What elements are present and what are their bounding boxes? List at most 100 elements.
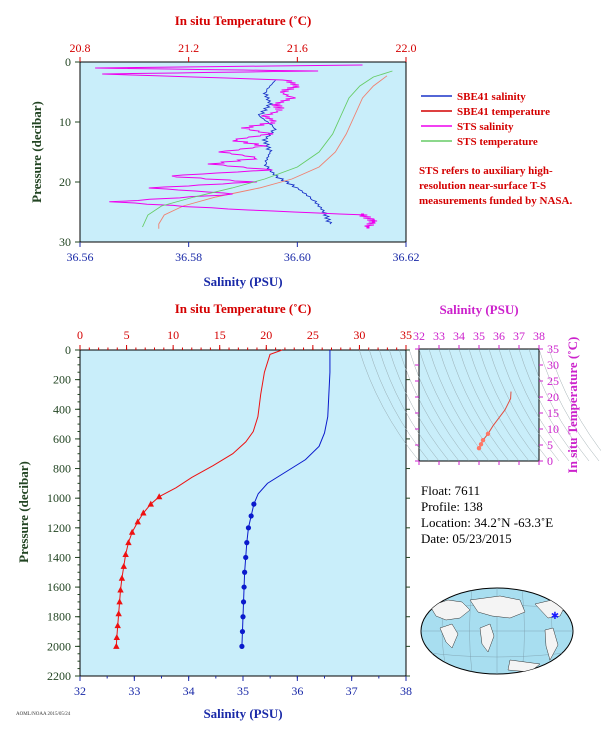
world-map: ✱: [420, 587, 574, 675]
bottom-pressure-axis-title: Pressure (decibar): [16, 461, 31, 563]
bottom-axes-group: 32 33 34 35 36 37 38 0 5 10 15 20 25 30 35 0 200 400 600 80…: [47, 328, 412, 698]
temperature-marker: [147, 500, 154, 507]
density-isoline: [528, 348, 590, 462]
bottom-sal-tick-label: 35: [237, 684, 249, 698]
density-isoline: [368, 348, 430, 462]
bottom-sal-tick-label: 33: [128, 684, 140, 698]
ts-point: [476, 446, 482, 451]
density-isoline: [358, 348, 420, 462]
bottom-temp-tick-label: 5: [124, 328, 130, 342]
ts-temp-axis-title: In situ Temperature (˚C): [565, 337, 580, 474]
temperature-marker: [113, 633, 120, 640]
profile-date: Date: 05/23/2015: [421, 531, 512, 546]
density-isoline: [408, 348, 470, 462]
top-sal-tick-label: 36.60: [284, 250, 311, 264]
bottom-pressure-tick-label: 800: [53, 462, 71, 476]
bottom-pressure-tick-label: 1600: [47, 580, 71, 594]
ts-temp-tick-label: 0: [547, 454, 553, 468]
bottom-temp-tick-label: 10: [167, 328, 179, 342]
salinity-marker: [240, 614, 246, 620]
top-temp-tick-label: 20.8: [70, 41, 91, 55]
ts-temp-tick-label: 15: [547, 406, 559, 420]
bottom-temp-tick-label: 35: [400, 328, 412, 342]
top-pressure-tick-label: 10: [59, 115, 71, 129]
ts-series-group: [476, 391, 512, 451]
density-isoline: [478, 348, 540, 462]
density-isoline: [538, 348, 600, 462]
top-sal-axis-title: Salinity (PSU): [203, 274, 282, 289]
bottom-sal-tick-label: 38: [400, 684, 412, 698]
top-temp-axis-title: In situ Temperature (˚C): [175, 13, 312, 28]
top-temp-tick-label: 21.6: [287, 41, 308, 55]
density-isoline: [548, 348, 601, 452]
bottom-pressure-tick-label: 1000: [47, 491, 71, 505]
density-isoline: [398, 348, 460, 462]
bottom-temp-tick-label: 20: [260, 328, 272, 342]
ts-temp-tick-label: 30: [547, 358, 559, 372]
top-sal-tick-label: 36.56: [67, 250, 94, 264]
temperature-marker: [117, 586, 124, 593]
bottom-temp-tick-label: 15: [214, 328, 226, 342]
ts-plot-area: [418, 348, 540, 462]
ts-axes-group: 32 33 34 35 36 37 38 0 5 10 15 20 25 30 35: [413, 329, 559, 468]
temperature-marker: [113, 642, 120, 649]
density-isoline: [458, 348, 520, 462]
sts-salinity-marker: [371, 219, 375, 223]
top-temp-tick-label: 22.0: [396, 41, 417, 55]
ts-temp-tick-label: 25: [547, 374, 559, 388]
legend-sts-temperature: STS temperature: [457, 136, 538, 148]
bottom-sal-tick-label: 32: [74, 684, 86, 698]
bottom-temp-tick-label: 0: [77, 328, 83, 342]
temperature-marker: [120, 562, 127, 569]
bottom-pressure-tick-label: 1800: [47, 610, 71, 624]
top-pressure-axis-title: Pressure (decibar): [29, 101, 44, 203]
top-series-line-4: [142, 70, 393, 228]
salinity-marker: [239, 643, 245, 649]
salinity-marker: [239, 628, 246, 635]
top-series-line-3: [95, 64, 378, 228]
sts-note: STS refers to auxiliary high-resolution …: [419, 165, 573, 207]
density-isoline: [468, 348, 530, 462]
sts-salinity-marker: [361, 213, 365, 217]
float-location: Location: 34.2˚N -63.3˚E: [421, 515, 554, 530]
bottom-pressure-tick-label: 1400: [47, 550, 71, 564]
temperature-marker: [125, 539, 132, 546]
bottom-sal-tick-label: 37: [346, 684, 358, 698]
temperature-marker: [134, 518, 141, 525]
temperature-marker: [122, 550, 129, 557]
temperature-marker: [115, 610, 122, 617]
ts-sal-axis-title: Salinity (PSU): [439, 302, 518, 317]
density-isoline: [388, 348, 450, 462]
top-series-line-1: [257, 79, 333, 225]
float-location-marker: ✱: [551, 611, 559, 622]
bottom-temp-axis-title: In situ Temperature (˚C): [175, 301, 312, 316]
ts-sal-tick-label: 35: [473, 329, 485, 343]
bottom-pressure-tick-label: 1200: [47, 521, 71, 535]
temperature-marker: [114, 622, 121, 629]
density-isoline: [378, 348, 440, 462]
bottom-series-group: [113, 349, 331, 649]
salinity-marker: [242, 569, 248, 575]
legend-sbe-temperature: SBE41 temperature: [457, 106, 550, 118]
top-pressure-tick-label: 30: [59, 235, 71, 249]
ts-point: [480, 438, 486, 443]
legend: SBE41 salinity SBE41 temperature STS sal…: [421, 91, 550, 148]
bottom-sal-tick-label: 36: [291, 684, 303, 698]
ts-sal-tick-label: 34: [453, 329, 465, 343]
density-isoline: [448, 348, 510, 462]
top-series-line-2: [158, 75, 388, 229]
ts-temp-tick-label: 10: [547, 422, 559, 436]
ts-curve: [478, 391, 512, 449]
density-isoline: [518, 348, 580, 462]
temperature-marker: [128, 528, 136, 535]
density-isoline: [508, 348, 570, 462]
top-pressure-tick-label: 0: [65, 55, 71, 69]
salinity-marker: [243, 554, 249, 561]
ts-temp-tick-label: 35: [547, 342, 559, 356]
temperature-marker: [155, 493, 163, 500]
density-isoline: [438, 348, 500, 462]
ts-sal-tick-label: 32: [413, 329, 425, 343]
bottom-pressure-tick-label: 200: [53, 373, 71, 387]
bottom-pressure-tick-label: 600: [53, 432, 71, 446]
